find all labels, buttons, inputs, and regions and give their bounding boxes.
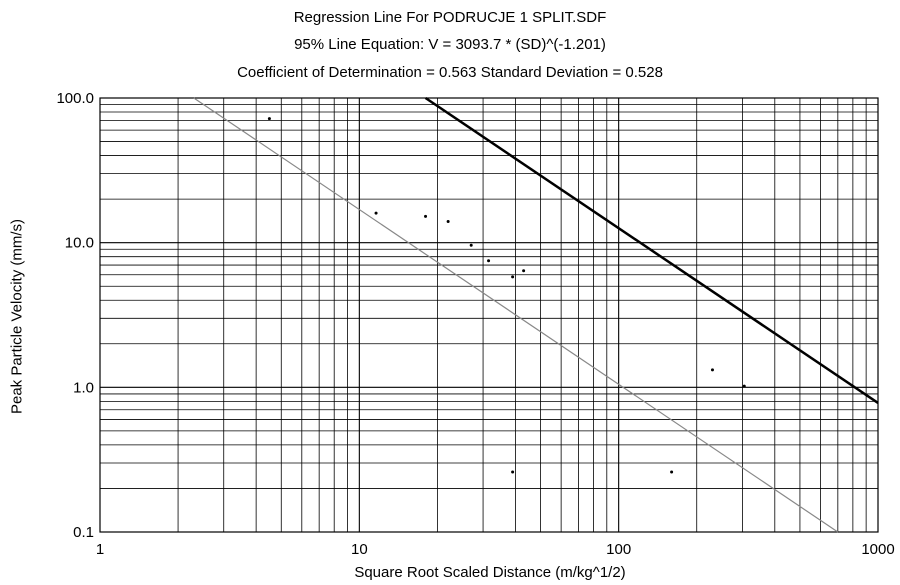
line-95-percent	[426, 98, 878, 403]
data-point	[511, 275, 514, 278]
data-point	[670, 470, 673, 473]
data-point	[743, 385, 746, 388]
y-tick-label: 1.0	[73, 379, 94, 396]
plot-frame	[100, 98, 878, 532]
data-point	[268, 117, 271, 120]
x-tick-label: 100	[606, 541, 631, 558]
data-point	[470, 244, 473, 247]
data-point	[487, 259, 490, 262]
data-point	[424, 215, 427, 218]
y-tick-label: 0.1	[73, 524, 94, 541]
x-tick-label: 10	[351, 541, 368, 558]
x-axis-label: Square Root Scaled Distance (m/kg^1/2)	[100, 564, 880, 581]
x-tick-label: 1	[96, 541, 104, 558]
y-tick-label: 10.0	[65, 235, 94, 252]
data-point	[511, 470, 514, 473]
data-point	[522, 269, 525, 272]
x-tick-label: 1000	[861, 541, 894, 558]
data-point	[447, 220, 450, 223]
y-axis-label: Peak Particle Velocity (mm/s)	[9, 167, 26, 467]
y-tick-label: 100.0	[56, 90, 94, 107]
data-point	[711, 368, 714, 371]
data-point	[375, 212, 378, 215]
